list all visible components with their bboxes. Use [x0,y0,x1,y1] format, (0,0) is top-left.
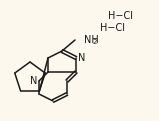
Text: N: N [30,76,37,86]
Text: H−Cl: H−Cl [100,23,125,33]
Text: H−Cl: H−Cl [108,11,133,21]
Text: N: N [78,53,85,63]
Text: 2: 2 [93,38,97,45]
Text: NH: NH [84,35,99,45]
